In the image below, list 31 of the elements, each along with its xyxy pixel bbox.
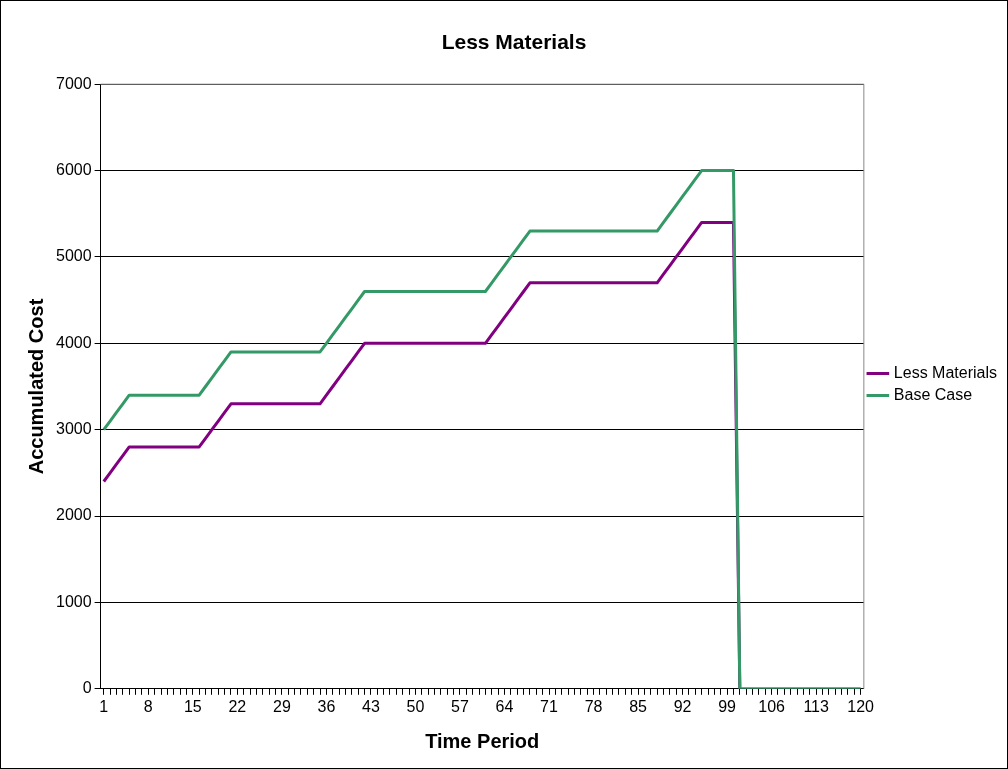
y-tick-label: 7000 [56, 74, 92, 92]
x-tick-label: 64 [495, 697, 514, 715]
x-tick-label: 106 [758, 697, 786, 715]
x-tick-label: 43 [362, 697, 380, 715]
x-tick-label: 92 [673, 697, 692, 715]
y-tick-label: 4000 [56, 333, 92, 351]
x-tick-label: 120 [847, 697, 875, 715]
y-tick-label: 6000 [56, 160, 92, 178]
x-tick-label: 78 [584, 697, 603, 715]
y-tick-label: 1000 [56, 592, 92, 610]
x-tick-label: 85 [629, 697, 648, 715]
y-tick-label: 2000 [56, 506, 92, 524]
x-tick-label: 29 [272, 697, 291, 715]
x-tick-label: 99 [718, 697, 737, 715]
y-tick-label: 0 [82, 679, 92, 697]
x-tick-label: 22 [228, 697, 247, 715]
y-axis-title: Accumulated Cost [24, 298, 47, 475]
x-tick-label: 8 [143, 697, 153, 715]
x-tick-label: 36 [317, 697, 336, 715]
legend-label: Base Case [893, 385, 973, 403]
y-tick-label: 5000 [56, 247, 92, 265]
x-tick-label: 1 [99, 697, 109, 715]
legend-label: Less Materials [893, 363, 998, 381]
x-tick-label: 57 [451, 697, 469, 715]
x-tick-label: 15 [183, 697, 202, 715]
chart-title: Less Materials [441, 30, 587, 54]
x-axis-title: Time Period [425, 729, 540, 752]
x-tick-label: 71 [540, 697, 559, 715]
y-tick-label: 3000 [56, 420, 92, 438]
x-tick-label: 50 [406, 697, 425, 715]
x-tick-label: 113 [803, 697, 829, 715]
